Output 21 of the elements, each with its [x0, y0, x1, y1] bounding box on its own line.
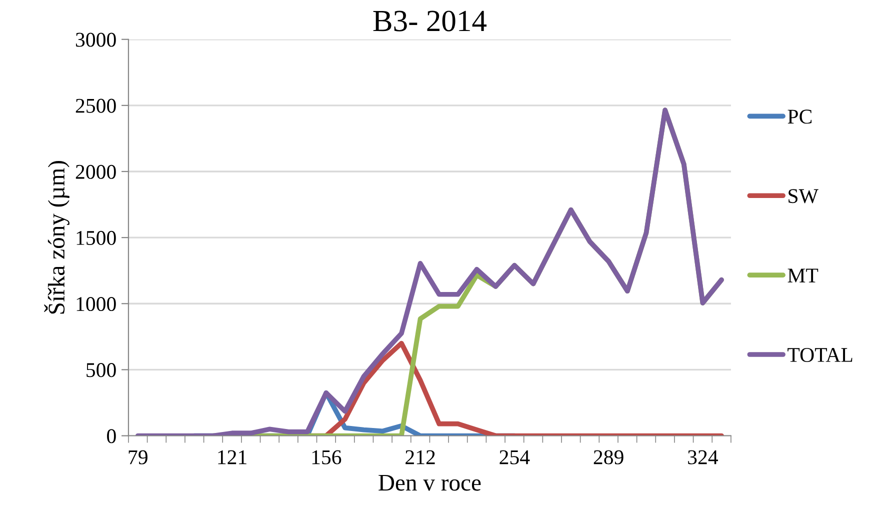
x-axis-title: Den v roce	[378, 475, 481, 491]
y-tick-label: 2500	[76, 98, 116, 113]
x-tick-label: 121	[218, 450, 246, 464]
y-tick-label: 1000	[76, 297, 116, 312]
x-tick-label: 289	[594, 450, 624, 464]
x-tick-label: 212	[406, 450, 435, 464]
legend-label: PC	[788, 110, 812, 124]
x-tick-label: 254	[500, 450, 530, 464]
chart-title: B3- 2014	[373, 10, 487, 32]
y-tick-label: 0	[107, 429, 116, 444]
y-axis-title: Šířka zóny (µm)	[44, 160, 70, 314]
y-tick-label: 2000	[76, 164, 116, 179]
y-tick-label: 500	[86, 363, 116, 378]
legend-label: TOTAL	[788, 348, 852, 362]
legend-label: SW	[788, 189, 818, 204]
x-tick-label: 79	[128, 450, 148, 464]
x-tick-label: 324	[688, 450, 718, 464]
y-tick-label: 3000	[76, 32, 116, 47]
legend-label: MT	[788, 268, 818, 282]
x-tick-label: 156	[312, 450, 342, 464]
y-tick-label: 1500	[76, 230, 116, 245]
